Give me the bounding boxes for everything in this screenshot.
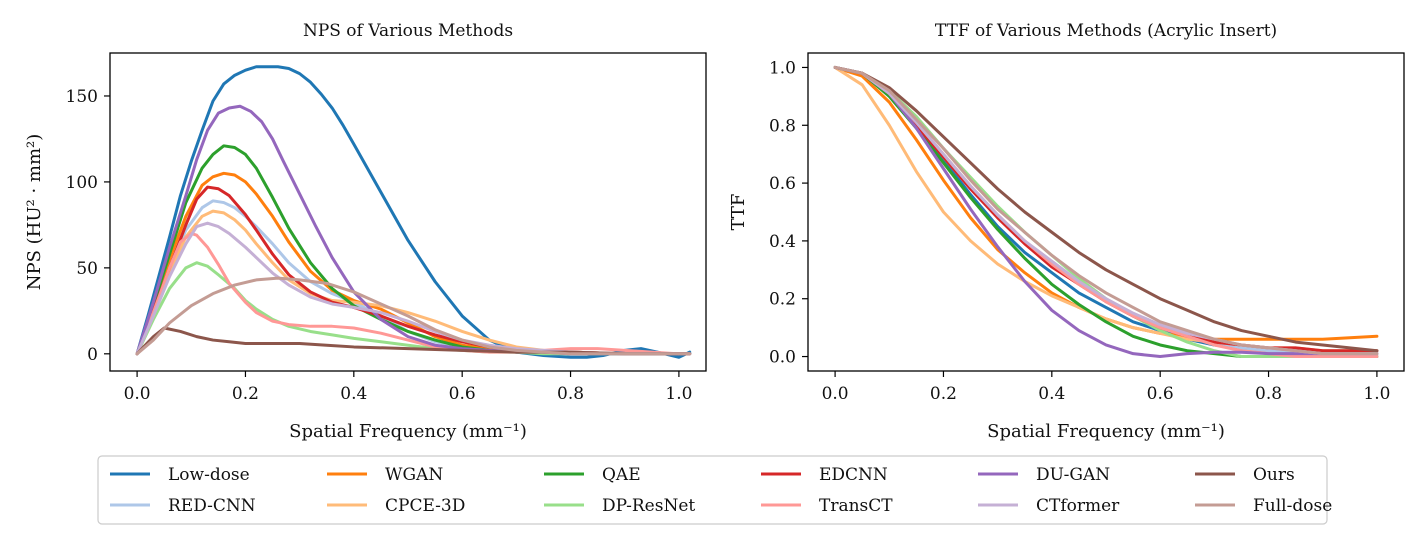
ttf-x-tick-label: 0.4 bbox=[1038, 384, 1065, 404]
ttf-y-tick-label: 0.8 bbox=[769, 116, 796, 136]
ttf-x-tick-label: 0.8 bbox=[1255, 384, 1282, 404]
ttf-x-tick-label: 0.0 bbox=[822, 384, 849, 404]
ttf-axes-frame bbox=[807, 52, 1405, 372]
legend-label-du-gan: DU-GAN bbox=[1036, 465, 1110, 485]
nps-line-du-gan bbox=[135, 104, 692, 356]
ttf-chart-title: TTF of Various Methods (Acrylic Insert) bbox=[935, 21, 1277, 41]
nps-line-full-dose bbox=[135, 276, 692, 356]
legend-label-low-dose: Low-dose bbox=[168, 465, 250, 485]
legend-label-dp-resnet: DP-ResNet bbox=[602, 496, 695, 516]
legend: Low-dose RED-CNN WGAN CPCE-3D QAE DP-ResNet ED… bbox=[97, 455, 1332, 525]
nps-line-low-dose bbox=[135, 65, 692, 359]
legend-label-qae: QAE bbox=[602, 465, 641, 485]
legend-label-cpce-3d: CPCE-3D bbox=[385, 496, 465, 516]
ttf-y-tick-label: 0.0 bbox=[769, 348, 796, 368]
ttf-y-tick-label: 0.4 bbox=[769, 232, 796, 252]
legend-label-edcnn: EDCNN bbox=[819, 465, 888, 485]
nps-line-ours bbox=[135, 326, 692, 356]
nps-x-tick-label: 0.4 bbox=[340, 384, 367, 404]
nps-axes-frame bbox=[109, 52, 707, 372]
ttf-y-axis-label: TTF bbox=[728, 194, 749, 231]
legend-label-ctformer: CTformer bbox=[1036, 496, 1120, 516]
ttf-y-tick-label: 0.6 bbox=[769, 174, 796, 194]
ttf-x-tick-label: 1.0 bbox=[1363, 384, 1390, 404]
legend-label-wgan: WGAN bbox=[385, 465, 443, 485]
legend-label-full-dose: Full-dose bbox=[1253, 496, 1332, 516]
ttf-x-axis-label: Spatial Frequency (mm⁻¹) bbox=[987, 421, 1225, 442]
nps-y-tick-label: 150 bbox=[66, 87, 98, 107]
ttf-line-ours bbox=[833, 65, 1379, 353]
ttf-line-full-dose bbox=[833, 65, 1379, 356]
legend-frame bbox=[97, 455, 1328, 525]
nps-x-tick-label: 0.8 bbox=[557, 384, 584, 404]
legend-label-transct: TransCT bbox=[819, 496, 893, 516]
ttf-plot-area: 0.0 0.2 0.4 0.6 0.8 1.0 0.0 0.2 0.4 0.6 0.8 1.0 bbox=[769, 58, 1390, 404]
nps-x-tick-label: 0.2 bbox=[232, 384, 259, 404]
ttf-panel: TTF of Various Methods (Acrylic Insert) … bbox=[728, 21, 1405, 442]
ttf-x-tick-label: 0.6 bbox=[1147, 384, 1174, 404]
nps-line-ctformer bbox=[135, 221, 692, 356]
nps-y-tick-label: 50 bbox=[76, 259, 98, 279]
nps-panel: NPS of Various Methods 0.0 0.2 0.4 0.6 0.8 1.… bbox=[24, 21, 707, 442]
nps-y-axis-label: NPS (HU² · mm²) bbox=[24, 134, 45, 291]
ttf-y-tick-label: 0.2 bbox=[769, 290, 796, 310]
nps-x-tick-label: 1.0 bbox=[665, 384, 692, 404]
ttf-y-tick-label: 1.0 bbox=[769, 58, 796, 78]
nps-series-lines bbox=[135, 65, 692, 359]
legend-label-red-cnn: RED-CNN bbox=[168, 496, 256, 516]
nps-y-tick-label: 100 bbox=[66, 173, 98, 193]
ttf-x-tick-label: 0.2 bbox=[930, 384, 957, 404]
ttf-series-lines bbox=[833, 65, 1379, 359]
nps-chart-title: NPS of Various Methods bbox=[303, 21, 513, 41]
nps-x-axis-label: Spatial Frequency (mm⁻¹) bbox=[289, 421, 527, 442]
nps-line-transct bbox=[135, 231, 692, 356]
ttf-line-du-gan bbox=[833, 65, 1379, 359]
nps-y-tick-label: 0 bbox=[87, 345, 98, 365]
legend-label-ours: Ours bbox=[1253, 465, 1295, 485]
legend-items: Low-dose RED-CNN WGAN CPCE-3D QAE DP-ResNet ED… bbox=[110, 465, 1332, 516]
nps-plot-area: 0.0 0.2 0.4 0.6 0.8 1.0 0 50 100 150 bbox=[66, 65, 692, 404]
nps-x-tick-label: 0.6 bbox=[449, 384, 476, 404]
nps-x-tick-label: 0.0 bbox=[124, 384, 151, 404]
